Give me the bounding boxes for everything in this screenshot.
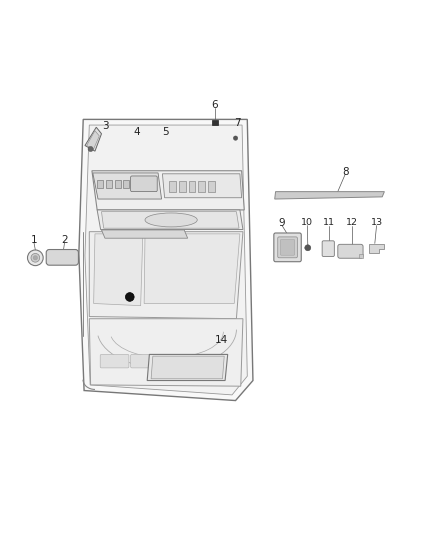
Ellipse shape (145, 213, 197, 227)
Polygon shape (92, 171, 244, 210)
Polygon shape (85, 125, 247, 395)
Text: 7: 7 (234, 118, 240, 128)
Polygon shape (369, 244, 384, 254)
Polygon shape (93, 173, 162, 199)
Polygon shape (147, 354, 228, 381)
Text: 13: 13 (371, 219, 383, 228)
Polygon shape (144, 234, 240, 303)
FancyBboxPatch shape (131, 354, 155, 368)
Circle shape (233, 136, 238, 140)
FancyBboxPatch shape (274, 233, 301, 262)
Polygon shape (275, 192, 385, 199)
Text: 1: 1 (31, 236, 37, 245)
Text: 9: 9 (279, 218, 286, 228)
Text: 14: 14 (215, 335, 228, 345)
Bar (106, 180, 112, 188)
FancyBboxPatch shape (338, 244, 363, 258)
FancyBboxPatch shape (100, 354, 129, 368)
Bar (97, 180, 103, 188)
Circle shape (28, 250, 43, 265)
Bar (169, 181, 176, 192)
Polygon shape (89, 232, 243, 319)
Text: 5: 5 (162, 126, 169, 136)
Polygon shape (89, 319, 243, 386)
Text: 4: 4 (134, 126, 141, 136)
Polygon shape (97, 210, 243, 230)
FancyBboxPatch shape (191, 354, 220, 368)
FancyBboxPatch shape (46, 249, 78, 265)
Bar (115, 180, 120, 188)
FancyBboxPatch shape (166, 354, 190, 368)
Text: 11: 11 (323, 219, 335, 228)
Polygon shape (94, 234, 143, 305)
Circle shape (125, 293, 134, 301)
Text: 10: 10 (301, 219, 313, 228)
Circle shape (305, 245, 311, 251)
Bar (198, 181, 205, 192)
Bar (123, 180, 129, 188)
Circle shape (33, 256, 38, 260)
Bar (188, 181, 195, 192)
FancyBboxPatch shape (131, 176, 157, 192)
Polygon shape (87, 131, 99, 150)
Text: 2: 2 (61, 236, 68, 245)
Bar (212, 120, 218, 125)
Bar (179, 181, 186, 192)
Polygon shape (162, 174, 242, 198)
FancyBboxPatch shape (322, 241, 334, 256)
Polygon shape (79, 119, 253, 400)
Polygon shape (102, 212, 239, 228)
Text: 3: 3 (102, 122, 108, 131)
Text: 12: 12 (346, 219, 358, 228)
Circle shape (31, 254, 40, 262)
Polygon shape (151, 356, 224, 379)
Polygon shape (102, 230, 187, 238)
Polygon shape (85, 127, 102, 151)
Bar (359, 254, 364, 258)
FancyBboxPatch shape (278, 237, 297, 258)
Text: 8: 8 (342, 167, 349, 176)
Circle shape (88, 147, 93, 151)
Text: 6: 6 (212, 100, 218, 110)
FancyBboxPatch shape (280, 239, 295, 255)
Bar (208, 181, 215, 192)
